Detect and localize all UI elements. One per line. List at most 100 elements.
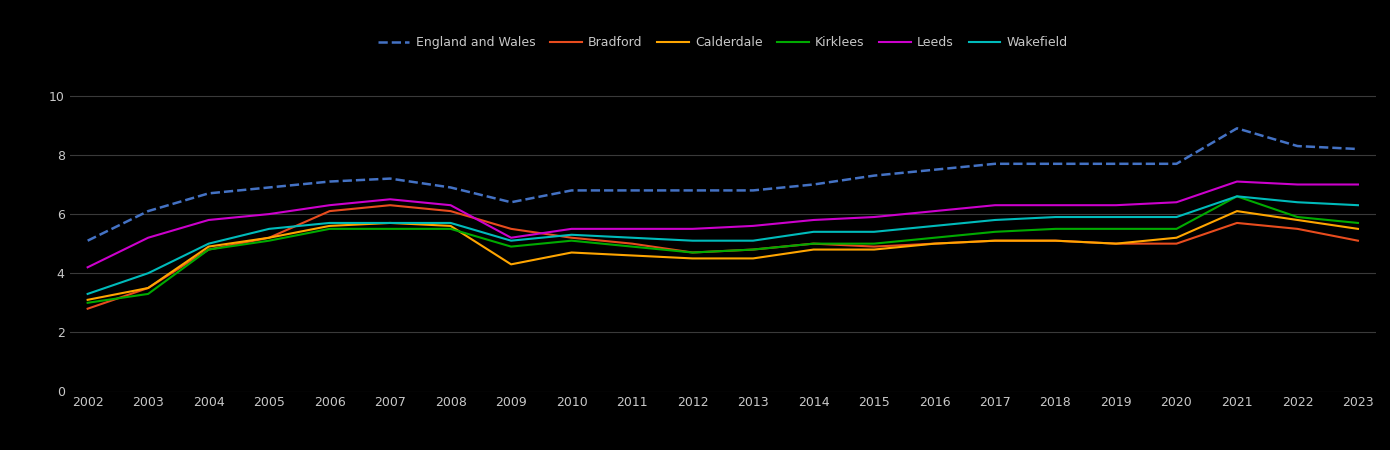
Leeds xyxy=(1168,199,1184,205)
Calderdale xyxy=(805,247,821,252)
Bradford xyxy=(261,235,278,240)
England and Wales xyxy=(321,179,338,184)
Bradford xyxy=(1289,226,1305,232)
Wakefield xyxy=(1350,202,1366,208)
Bradford xyxy=(321,208,338,214)
Line: England and Wales: England and Wales xyxy=(88,128,1358,241)
Calderdale xyxy=(563,250,580,255)
England and Wales xyxy=(140,208,157,214)
Line: Kirklees: Kirklees xyxy=(88,196,1358,303)
Leeds xyxy=(1108,202,1125,208)
Leeds xyxy=(624,226,641,232)
Wakefield xyxy=(200,241,217,246)
Wakefield xyxy=(684,238,701,243)
England and Wales xyxy=(866,173,883,178)
Wakefield xyxy=(442,220,459,225)
Wakefield xyxy=(261,226,278,232)
Leeds xyxy=(1229,179,1245,184)
Kirklees xyxy=(926,235,942,240)
Line: Bradford: Bradford xyxy=(88,205,1358,309)
Bradford xyxy=(1350,238,1366,243)
Bradford xyxy=(1168,241,1184,246)
Calderdale xyxy=(79,297,96,302)
Leeds xyxy=(745,223,762,229)
Wakefield xyxy=(563,232,580,238)
Wakefield xyxy=(866,229,883,234)
Wakefield xyxy=(624,235,641,240)
Calderdale xyxy=(442,223,459,229)
Calderdale xyxy=(1289,217,1305,223)
Kirklees xyxy=(805,241,821,246)
Kirklees xyxy=(321,226,338,232)
Bradford xyxy=(382,202,399,208)
Wakefield xyxy=(1289,199,1305,205)
Calderdale xyxy=(684,256,701,261)
Leeds xyxy=(1047,202,1063,208)
Kirklees xyxy=(624,244,641,249)
Kirklees xyxy=(1047,226,1063,232)
Calderdale xyxy=(624,253,641,258)
Kirklees xyxy=(866,241,883,246)
Leeds xyxy=(261,212,278,217)
Bradford xyxy=(1229,220,1245,225)
England and Wales xyxy=(261,185,278,190)
England and Wales xyxy=(1229,126,1245,131)
Calderdale xyxy=(1350,226,1366,232)
Line: Wakefield: Wakefield xyxy=(88,196,1358,294)
Bradford xyxy=(805,241,821,246)
Kirklees xyxy=(745,247,762,252)
Leeds xyxy=(684,226,701,232)
England and Wales xyxy=(200,191,217,196)
Kirklees xyxy=(1289,214,1305,220)
Bradford xyxy=(1047,238,1063,243)
Bradford xyxy=(563,235,580,240)
Kirklees xyxy=(1350,220,1366,225)
Bradford xyxy=(745,247,762,252)
Calderdale xyxy=(503,261,520,267)
England and Wales xyxy=(745,188,762,193)
England and Wales xyxy=(382,176,399,181)
Kirklees xyxy=(1108,226,1125,232)
Wakefield xyxy=(1168,214,1184,220)
Leeds xyxy=(321,202,338,208)
Calderdale xyxy=(200,244,217,249)
Bradford xyxy=(140,285,157,291)
Kirklees xyxy=(79,300,96,306)
Bradford xyxy=(926,241,942,246)
Leeds xyxy=(926,208,942,214)
Kirklees xyxy=(382,226,399,232)
Bradford xyxy=(503,226,520,232)
Kirklees xyxy=(442,226,459,232)
Wakefield xyxy=(987,217,1004,223)
England and Wales xyxy=(684,188,701,193)
Wakefield xyxy=(503,238,520,243)
Leeds xyxy=(1289,182,1305,187)
England and Wales xyxy=(624,188,641,193)
Legend: England and Wales, Bradford, Calderdale, Kirklees, Leeds, Wakefield: England and Wales, Bradford, Calderdale,… xyxy=(374,32,1072,54)
England and Wales xyxy=(563,188,580,193)
Wakefield xyxy=(1047,214,1063,220)
Leeds xyxy=(1350,182,1366,187)
England and Wales xyxy=(79,238,96,243)
Kirklees xyxy=(1229,194,1245,199)
Calderdale xyxy=(745,256,762,261)
Wakefield xyxy=(805,229,821,234)
England and Wales xyxy=(987,161,1004,166)
Kirklees xyxy=(1168,226,1184,232)
Bradford xyxy=(79,306,96,311)
England and Wales xyxy=(1108,161,1125,166)
Wakefield xyxy=(321,220,338,225)
Wakefield xyxy=(1229,194,1245,199)
Leeds xyxy=(563,226,580,232)
Kirklees xyxy=(684,250,701,255)
England and Wales xyxy=(805,182,821,187)
Calderdale xyxy=(866,247,883,252)
Kirklees xyxy=(200,247,217,252)
Leeds xyxy=(442,202,459,208)
Wakefield xyxy=(79,291,96,297)
England and Wales xyxy=(1047,161,1063,166)
Calderdale xyxy=(987,238,1004,243)
Wakefield xyxy=(745,238,762,243)
Bradford xyxy=(624,241,641,246)
Bradford xyxy=(987,238,1004,243)
